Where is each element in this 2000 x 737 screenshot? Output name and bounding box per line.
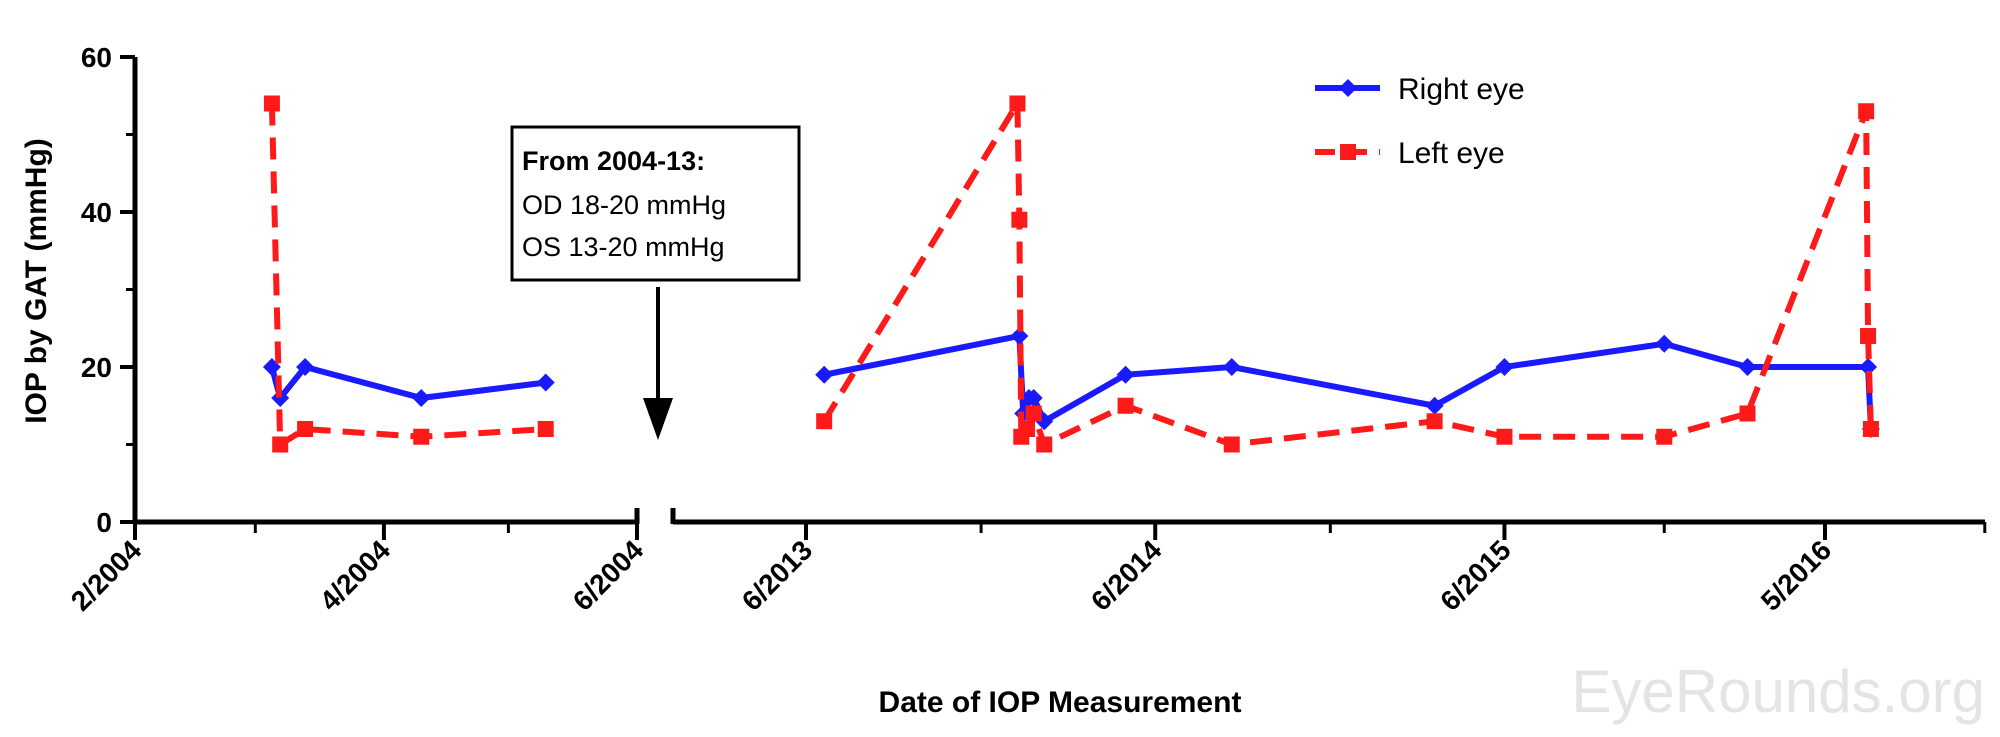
left-eye-point [816,413,833,430]
right-eye-point [815,365,834,384]
x-tick-label: 6/2015 [1434,534,1516,616]
legend: Right eye Left eye [1315,73,1525,170]
left-eye-point [1019,421,1036,437]
left-eye-line-segment-2 [821,100,1874,448]
left-eye-point [537,421,554,437]
left-eye-point [1496,428,1513,445]
right-eye-point [1024,389,1043,407]
right-eye-point [1738,358,1757,376]
left-eye-point [1858,103,1875,120]
right-eye-point [1116,365,1135,384]
right-eye-point [1010,327,1029,345]
axes [120,55,1987,540]
y-tick-label-20: 20 [81,352,112,383]
left-eye-point [1739,405,1756,422]
x-tick-label: 5/2016 [1755,534,1837,616]
right-eye-point [1222,358,1241,376]
y-tick-label-60: 60 [81,42,112,73]
annotation-od: OD 18-20 mmHg [522,190,726,220]
left-eye-point [1009,95,1026,112]
legend-right-eye: Right eye [1315,73,1525,106]
x-tick-label: 4/2004 [314,534,397,617]
down-arrow-icon [643,287,673,440]
left-eye-point [1860,328,1877,344]
x-tick-label: 6/2014 [1085,534,1168,617]
right-eye-point [1495,358,1514,376]
legend-left-eye: Left eye [1315,137,1505,170]
x-axis-label: Date of IOP Measurement [879,686,1242,719]
left-eye-point [1426,413,1443,430]
left-eye-point [413,428,430,445]
annotation-os: OS 13-20 mmHg [522,232,725,262]
watermark: EyeRounds.org [1571,658,1985,725]
right-eye-line-segment-2 [823,333,1874,430]
series-layer [262,95,1880,453]
left-eye-line-segment-1 [268,103,546,448]
y-tick-label-40: 40 [81,197,112,228]
x-tick-label: 6/2004 [567,534,650,617]
legend-left-eye-label: Left eye [1398,137,1505,170]
right-eye-point [412,389,431,407]
left-eye-point [1656,428,1673,445]
right-eye-point [1655,334,1674,353]
left-eye-point [1223,436,1240,453]
left-eye-point [297,421,314,437]
left-eye-point [1036,436,1053,453]
tick-labels: 0 20 40 60 2/2004 4/2004 6/2004 6/2013 6/2014 6/2… [65,42,1837,617]
left-eye-point [1862,421,1879,437]
right-eye-point [1859,358,1878,376]
legend-right-eye-label: Right eye [1398,73,1525,106]
right-eye-point [271,389,290,407]
left-eye-point [1011,211,1028,228]
left-eye-point [272,436,289,453]
right-eye-line-segment-1 [269,364,547,401]
y-tick-label-0: 0 [96,507,112,538]
left-eye-point [263,95,280,112]
left-eye-point [1025,405,1042,422]
x-tick-label: 6/2013 [736,534,818,616]
annotation-title: From 2004-13: [522,146,705,176]
annotation-box: From 2004-13: OD 18-20 mmHg OS 13-20 mmH… [510,125,801,282]
y-axis-label: IOP by GAT (mmHg) [20,138,53,424]
right-eye-point [536,373,555,392]
x-tick-label: 2/2004 [65,534,148,617]
right-eye-point [1425,396,1444,415]
right-eye-point [296,358,315,376]
left-eye-point [1117,397,1134,414]
